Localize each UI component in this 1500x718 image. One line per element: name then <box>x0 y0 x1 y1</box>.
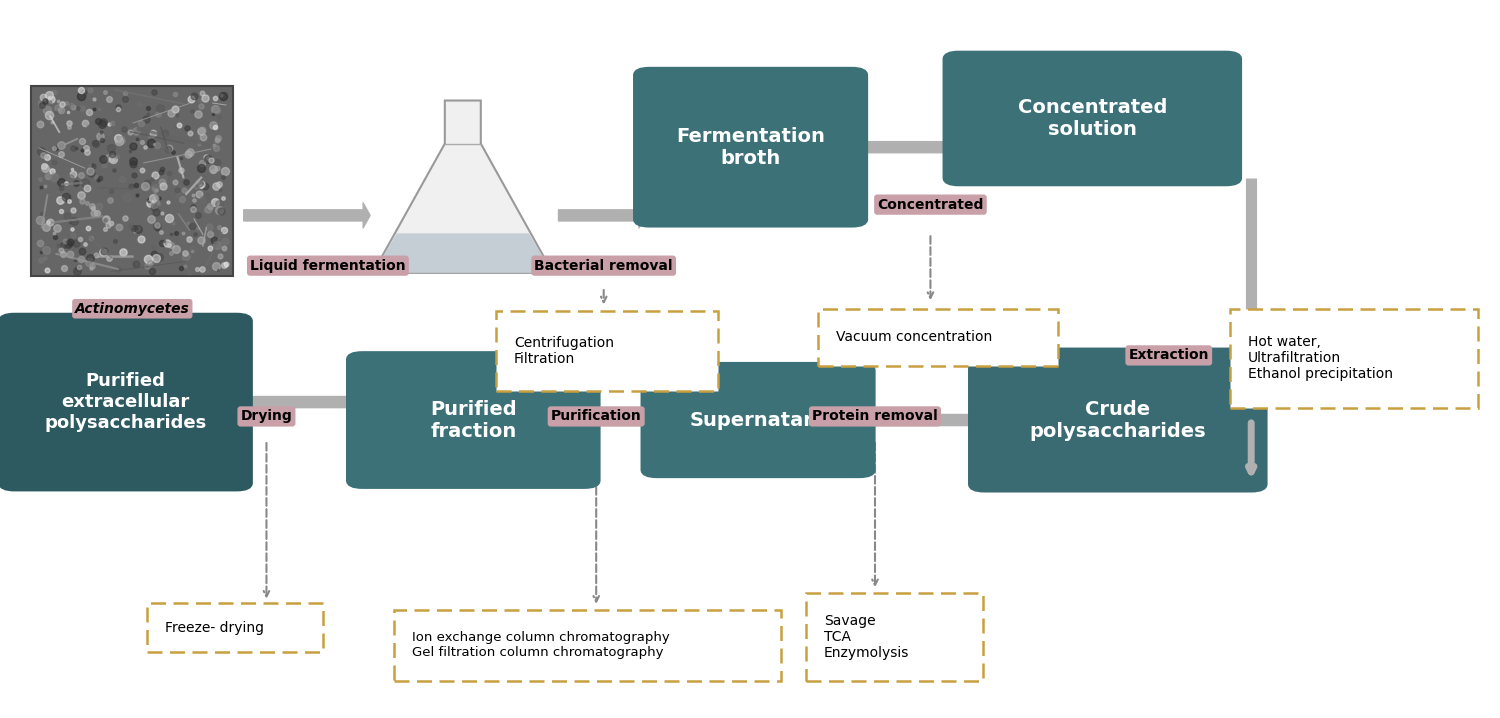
FancyBboxPatch shape <box>394 610 780 681</box>
Text: Actinomycetes: Actinomycetes <box>75 302 189 316</box>
Text: Fermentation
broth: Fermentation broth <box>676 126 825 168</box>
Text: Supernatant: Supernatant <box>690 411 826 429</box>
Text: Ion exchange column chromatography
Gel filtration column chromatography: Ion exchange column chromatography Gel f… <box>413 632 669 659</box>
FancyBboxPatch shape <box>818 309 1058 366</box>
Text: Protein removal: Protein removal <box>812 409 938 424</box>
Text: Vacuum concentration: Vacuum concentration <box>836 330 993 345</box>
Text: Savage
TCA
Enzymolysis: Savage TCA Enzymolysis <box>824 614 909 660</box>
FancyBboxPatch shape <box>806 593 982 681</box>
Polygon shape <box>374 101 552 273</box>
Text: Purified
extracellular
polysaccharides: Purified extracellular polysaccharides <box>45 372 207 432</box>
FancyBboxPatch shape <box>969 349 1266 491</box>
FancyBboxPatch shape <box>496 311 717 391</box>
FancyBboxPatch shape <box>32 86 234 276</box>
Text: Centrifugation
Filtration: Centrifugation Filtration <box>514 336 613 366</box>
FancyBboxPatch shape <box>348 353 598 488</box>
Text: Bacterial removal: Bacterial removal <box>534 258 674 273</box>
FancyBboxPatch shape <box>944 52 1240 185</box>
Polygon shape <box>374 233 552 273</box>
Text: Freeze- drying: Freeze- drying <box>165 620 264 635</box>
Text: Crude
polysaccharides: Crude polysaccharides <box>1029 399 1206 441</box>
FancyBboxPatch shape <box>1230 309 1478 408</box>
FancyBboxPatch shape <box>147 603 324 652</box>
FancyBboxPatch shape <box>0 314 252 490</box>
Text: Purified
fraction: Purified fraction <box>430 399 516 441</box>
Text: Extraction: Extraction <box>1128 348 1209 363</box>
FancyBboxPatch shape <box>642 363 874 477</box>
Text: Hot water,
Ultrafiltration
Ethanol precipitation: Hot water, Ultrafiltration Ethanol preci… <box>1248 335 1394 381</box>
Text: Purification: Purification <box>550 409 642 424</box>
FancyBboxPatch shape <box>634 68 867 226</box>
Text: Drying: Drying <box>240 409 292 424</box>
Text: Liquid fermentation: Liquid fermentation <box>251 258 405 273</box>
Text: Concentrated: Concentrated <box>878 197 984 212</box>
Text: Concentrated
solution: Concentrated solution <box>1017 98 1167 139</box>
